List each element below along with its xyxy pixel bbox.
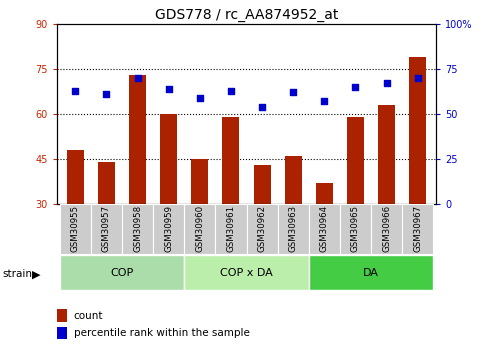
- Point: [71, 88, 79, 93]
- Bar: [57, 327, 68, 339]
- Bar: [347, 117, 364, 204]
- Text: GSM30960: GSM30960: [195, 205, 204, 252]
- FancyBboxPatch shape: [184, 204, 215, 254]
- FancyBboxPatch shape: [278, 204, 309, 254]
- Text: GSM30955: GSM30955: [71, 205, 80, 252]
- Text: GSM30958: GSM30958: [133, 205, 142, 252]
- Text: GSM30965: GSM30965: [351, 205, 360, 252]
- FancyBboxPatch shape: [91, 204, 122, 254]
- Point: [289, 90, 297, 95]
- Text: GSM30966: GSM30966: [382, 205, 391, 252]
- FancyBboxPatch shape: [184, 255, 309, 290]
- Point: [227, 88, 235, 93]
- Text: count: count: [74, 311, 103, 321]
- Bar: [284, 156, 302, 204]
- Title: GDS778 / rc_AA874952_at: GDS778 / rc_AA874952_at: [155, 8, 338, 22]
- Text: strain: strain: [2, 269, 33, 279]
- Point: [103, 91, 110, 97]
- FancyBboxPatch shape: [60, 255, 184, 290]
- Text: DA: DA: [363, 268, 379, 277]
- Bar: [57, 309, 68, 322]
- Text: GSM30961: GSM30961: [226, 205, 236, 252]
- Text: GSM30963: GSM30963: [289, 205, 298, 252]
- Text: COP: COP: [110, 268, 134, 277]
- FancyBboxPatch shape: [309, 255, 433, 290]
- FancyBboxPatch shape: [246, 204, 278, 254]
- Point: [196, 95, 204, 100]
- Bar: [222, 117, 240, 204]
- Bar: [98, 162, 115, 204]
- FancyBboxPatch shape: [60, 204, 91, 254]
- Text: GSM30959: GSM30959: [164, 205, 173, 252]
- FancyBboxPatch shape: [122, 204, 153, 254]
- Text: GSM30962: GSM30962: [257, 205, 267, 252]
- Bar: [316, 183, 333, 204]
- Text: GSM30957: GSM30957: [102, 205, 111, 252]
- Bar: [129, 75, 146, 204]
- Point: [320, 99, 328, 104]
- Point: [414, 75, 422, 81]
- Point: [165, 86, 173, 91]
- Bar: [378, 105, 395, 204]
- Bar: [409, 57, 426, 204]
- FancyBboxPatch shape: [340, 204, 371, 254]
- Point: [258, 104, 266, 109]
- Bar: [253, 165, 271, 204]
- FancyBboxPatch shape: [371, 204, 402, 254]
- FancyBboxPatch shape: [153, 204, 184, 254]
- FancyBboxPatch shape: [309, 204, 340, 254]
- Bar: [160, 114, 177, 204]
- Bar: [191, 159, 209, 204]
- Point: [383, 81, 390, 86]
- Bar: [67, 150, 84, 204]
- Text: GSM30967: GSM30967: [413, 205, 422, 252]
- Text: COP x DA: COP x DA: [220, 268, 273, 277]
- Text: GSM30964: GSM30964: [320, 205, 329, 252]
- FancyBboxPatch shape: [402, 204, 433, 254]
- FancyBboxPatch shape: [215, 204, 246, 254]
- Point: [134, 75, 141, 81]
- Text: ▶: ▶: [32, 270, 40, 280]
- Point: [352, 84, 359, 90]
- Text: percentile rank within the sample: percentile rank within the sample: [74, 328, 249, 338]
